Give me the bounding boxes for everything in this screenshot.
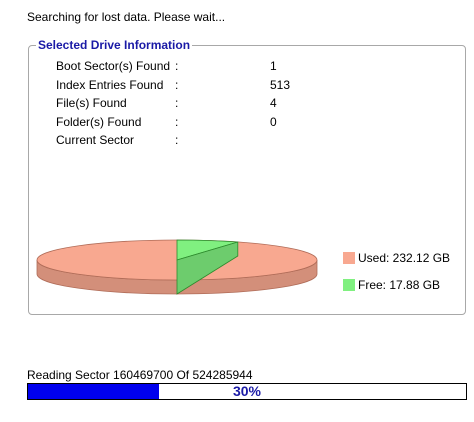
files-found-label: File(s) Found — [56, 96, 127, 111]
current-sector-label: Current Sector — [56, 133, 135, 148]
legend-used-label: Used: 232.12 GB — [358, 251, 451, 265]
folders-found-value: 0 — [270, 114, 277, 129]
separator-colon: : — [175, 96, 179, 111]
boot-sectors-label: Boot Sector(s) Found — [56, 59, 171, 73]
separator-colon: : — [175, 114, 179, 129]
index-entries-value: 513 — [270, 77, 291, 92]
selected-drive-information-group: Selected Drive Information Boot Sector(s… — [28, 38, 466, 315]
status-message: Searching for lost data. Please wait... — [27, 10, 226, 24]
scan-progress-bar: 30% — [27, 383, 467, 400]
used-color-swatch — [343, 252, 355, 264]
disk-usage-pie-chart — [36, 239, 318, 295]
reading-sector-status: Reading Sector 160469700 Of 524285944 — [27, 368, 253, 382]
files-found-value: 4 — [270, 96, 277, 111]
free-color-swatch — [343, 279, 355, 291]
progress-percent: 30% — [232, 383, 262, 399]
separator-colon: : — [175, 77, 179, 92]
pie-side-free — [176, 241, 239, 295]
index-entries-label: Index Entries Found — [56, 77, 164, 92]
boot-sectors-value: 1 — [270, 59, 277, 73]
separator-colon: : — [175, 133, 179, 148]
group-title: Selected Drive Information — [36, 38, 193, 52]
legend-free-label: Free: 17.88 GB — [358, 278, 441, 292]
separator-colon: : — [175, 59, 179, 73]
folders-found-label: Folder(s) Found — [56, 114, 142, 129]
progress-fill — [28, 384, 160, 399]
